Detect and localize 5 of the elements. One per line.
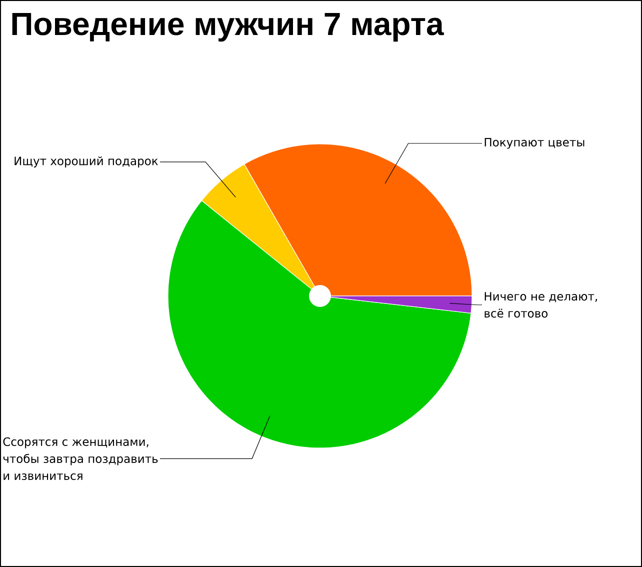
chart-title: Поведение мужчин 7 марта [12, 12, 444, 42]
slice-label: Ничего не делают, всё готово [484, 292, 597, 318]
slice-label: Покупают цветы [484, 138, 584, 149]
slice-label: Ссорятся с женщинами, чтобы завтра поздравить и извиниться [3, 437, 158, 480]
slice-label: Ищут хороший подарок [14, 156, 158, 168]
